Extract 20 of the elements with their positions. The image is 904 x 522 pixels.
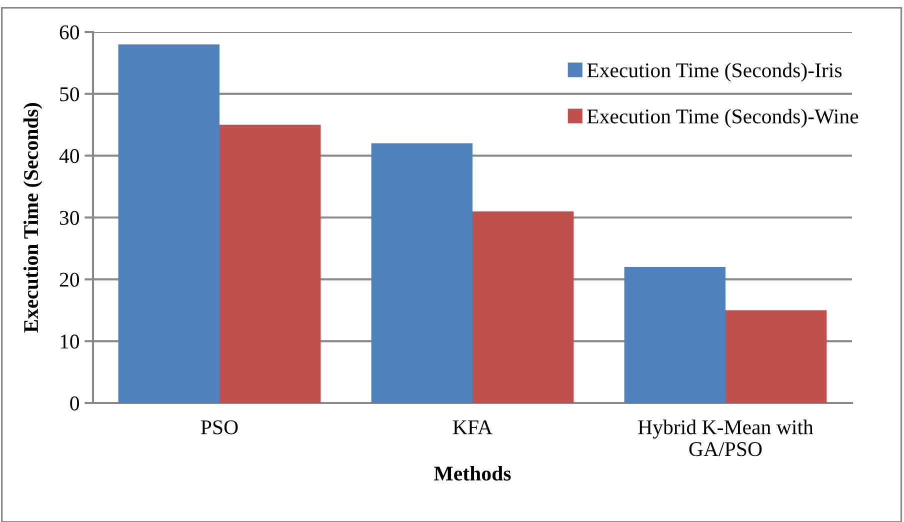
y-tick-label: 10	[60, 334, 80, 349]
bar	[220, 124, 321, 403]
x-axis-title: Methods	[434, 466, 511, 481]
bar	[624, 266, 726, 403]
y-tick-label: 20	[60, 272, 80, 287]
legend-label: Execution Time (Seconds)-Iris	[587, 62, 842, 82]
legend-label: Execution Time (Seconds)-Wine	[587, 108, 858, 128]
bar	[726, 310, 827, 403]
y-tick-label: 60	[60, 25, 80, 40]
bar	[472, 211, 574, 403]
x-tick-label: KFA	[453, 420, 492, 434]
y-axis-title: Execution Time (Seconds)	[23, 103, 42, 333]
x-tick-label: Hybrid K-Mean with GA/PSO	[638, 420, 814, 456]
y-tick-label: 30	[60, 210, 80, 225]
bar	[118, 44, 220, 403]
x-tick-label: PSO	[200, 420, 238, 434]
y-tick-label: 50	[60, 87, 80, 102]
bar	[371, 143, 472, 403]
y-tick-label: 0	[70, 396, 80, 410]
y-tick-label: 40	[59, 149, 80, 164]
